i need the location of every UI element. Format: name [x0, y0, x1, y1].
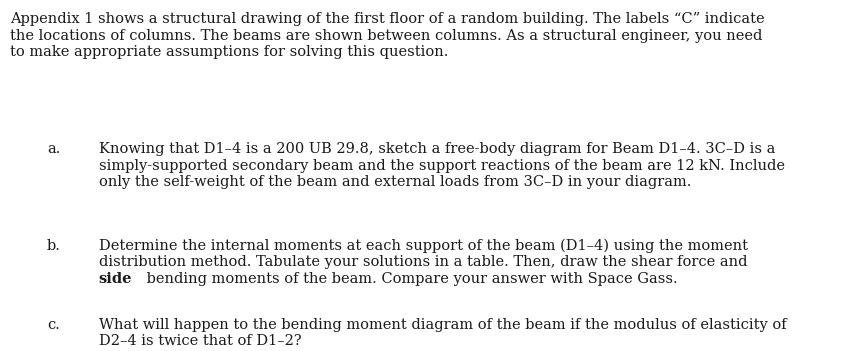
Text: only the self-weight of the beam and external loads from 3C–D in your diagram.: only the self-weight of the beam and ext…	[99, 175, 691, 189]
Text: Determine the internal moments at each support of the beam (D1–4) using the mome: Determine the internal moments at each s…	[99, 239, 747, 253]
Text: b.: b.	[47, 239, 61, 253]
Text: a.: a.	[47, 142, 61, 156]
Text: the locations of columns. The beams are shown between columns. As a structural e: the locations of columns. The beams are …	[10, 29, 763, 43]
Text: What will happen to the bending moment diagram of the beam if the modulus of ela: What will happen to the bending moment d…	[99, 318, 786, 332]
Text: Appendix 1 shows a structural drawing of the first floor of a random building. T: Appendix 1 shows a structural drawing of…	[10, 12, 765, 26]
Text: side: side	[99, 272, 132, 286]
Text: bending moments of the beam. Compare your answer with Space Gass.: bending moments of the beam. Compare you…	[141, 272, 677, 286]
Text: D2–4 is twice that of D1–2?: D2–4 is twice that of D1–2?	[99, 334, 301, 348]
Text: Knowing that D1–4 is a 200 UB 29.8, sketch a free-body diagram for Beam D1–4. 3C: Knowing that D1–4 is a 200 UB 29.8, sket…	[99, 142, 775, 156]
Text: distribution method. Tabulate your solutions in a table. Then, draw the shear fo: distribution method. Tabulate your solut…	[99, 255, 752, 269]
Text: c.: c.	[47, 318, 60, 332]
Text: simply-supported secondary beam and the support reactions of the beam are 12 kN.: simply-supported secondary beam and the …	[99, 159, 784, 173]
Text: to make appropriate assumptions for solving this question.: to make appropriate assumptions for solv…	[10, 45, 449, 59]
